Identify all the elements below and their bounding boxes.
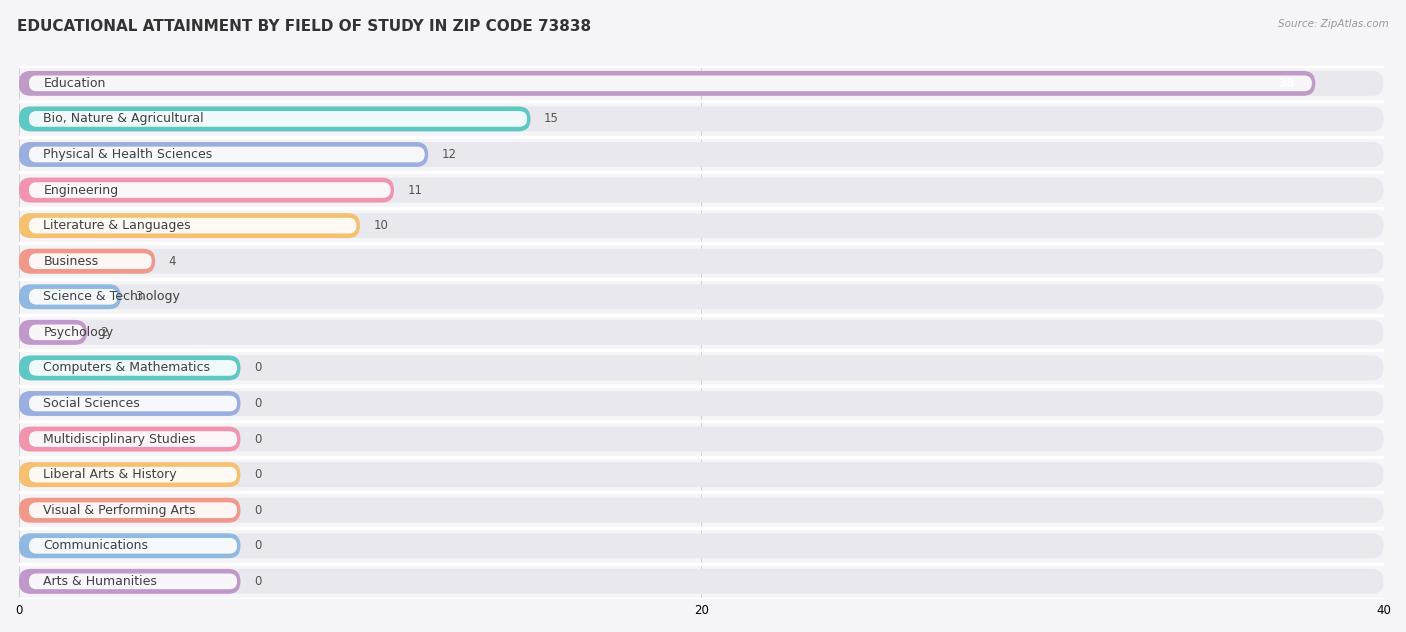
Text: Computers & Mathematics: Computers & Mathematics — [44, 362, 211, 374]
FancyBboxPatch shape — [18, 391, 1384, 416]
Text: 0: 0 — [254, 468, 262, 481]
Text: Business: Business — [44, 255, 98, 268]
FancyBboxPatch shape — [18, 142, 429, 167]
FancyBboxPatch shape — [18, 569, 240, 594]
FancyBboxPatch shape — [30, 360, 238, 376]
FancyBboxPatch shape — [30, 573, 238, 589]
Text: Visual & Performing Arts: Visual & Performing Arts — [44, 504, 195, 517]
FancyBboxPatch shape — [18, 427, 1384, 451]
FancyBboxPatch shape — [30, 324, 83, 340]
FancyBboxPatch shape — [30, 502, 238, 518]
Text: Multidisciplinary Studies: Multidisciplinary Studies — [44, 432, 195, 446]
FancyBboxPatch shape — [18, 284, 121, 309]
FancyBboxPatch shape — [18, 142, 1384, 167]
FancyBboxPatch shape — [18, 320, 1384, 345]
FancyBboxPatch shape — [18, 71, 1316, 96]
FancyBboxPatch shape — [18, 106, 530, 131]
Text: Bio, Nature & Agricultural: Bio, Nature & Agricultural — [44, 112, 204, 125]
FancyBboxPatch shape — [18, 106, 1384, 131]
FancyBboxPatch shape — [30, 147, 425, 162]
FancyBboxPatch shape — [18, 462, 240, 487]
FancyBboxPatch shape — [18, 249, 155, 274]
Text: 15: 15 — [544, 112, 560, 125]
Text: Social Sciences: Social Sciences — [44, 397, 141, 410]
FancyBboxPatch shape — [18, 178, 1384, 202]
Text: 0: 0 — [254, 575, 262, 588]
FancyBboxPatch shape — [18, 249, 1384, 274]
FancyBboxPatch shape — [18, 284, 1384, 309]
Text: 2: 2 — [101, 326, 108, 339]
Text: 0: 0 — [254, 432, 262, 446]
FancyBboxPatch shape — [18, 391, 240, 416]
FancyBboxPatch shape — [18, 533, 240, 558]
FancyBboxPatch shape — [18, 71, 1384, 96]
FancyBboxPatch shape — [30, 182, 391, 198]
FancyBboxPatch shape — [30, 431, 238, 447]
FancyBboxPatch shape — [18, 569, 1384, 594]
Text: Physical & Health Sciences: Physical & Health Sciences — [44, 148, 212, 161]
FancyBboxPatch shape — [30, 467, 238, 482]
Text: Education: Education — [44, 77, 105, 90]
Text: 11: 11 — [408, 183, 423, 197]
FancyBboxPatch shape — [18, 320, 87, 345]
FancyBboxPatch shape — [30, 289, 118, 305]
FancyBboxPatch shape — [18, 213, 360, 238]
Text: 0: 0 — [254, 362, 262, 374]
Text: 12: 12 — [441, 148, 457, 161]
FancyBboxPatch shape — [18, 355, 1384, 380]
Text: Communications: Communications — [44, 539, 148, 552]
FancyBboxPatch shape — [30, 218, 357, 233]
Text: Science & Technology: Science & Technology — [44, 290, 180, 303]
Text: 0: 0 — [254, 397, 262, 410]
Text: Arts & Humanities: Arts & Humanities — [44, 575, 157, 588]
FancyBboxPatch shape — [30, 396, 238, 411]
FancyBboxPatch shape — [18, 178, 394, 202]
Text: 0: 0 — [254, 539, 262, 552]
Text: Psychology: Psychology — [44, 326, 114, 339]
Text: 3: 3 — [135, 290, 142, 303]
FancyBboxPatch shape — [18, 213, 1384, 238]
Text: 10: 10 — [374, 219, 388, 232]
Text: Literature & Languages: Literature & Languages — [44, 219, 191, 232]
Text: Source: ZipAtlas.com: Source: ZipAtlas.com — [1278, 19, 1389, 29]
Text: 38: 38 — [1278, 77, 1295, 90]
FancyBboxPatch shape — [30, 75, 1312, 91]
FancyBboxPatch shape — [30, 253, 152, 269]
FancyBboxPatch shape — [18, 355, 240, 380]
Text: 4: 4 — [169, 255, 176, 268]
Text: Liberal Arts & History: Liberal Arts & History — [44, 468, 177, 481]
Text: Engineering: Engineering — [44, 183, 118, 197]
Text: 0: 0 — [254, 504, 262, 517]
FancyBboxPatch shape — [30, 538, 238, 554]
FancyBboxPatch shape — [18, 462, 1384, 487]
FancyBboxPatch shape — [18, 427, 240, 451]
FancyBboxPatch shape — [30, 111, 527, 127]
FancyBboxPatch shape — [18, 498, 240, 523]
Text: EDUCATIONAL ATTAINMENT BY FIELD OF STUDY IN ZIP CODE 73838: EDUCATIONAL ATTAINMENT BY FIELD OF STUDY… — [17, 19, 591, 34]
FancyBboxPatch shape — [18, 533, 1384, 558]
FancyBboxPatch shape — [18, 498, 1384, 523]
